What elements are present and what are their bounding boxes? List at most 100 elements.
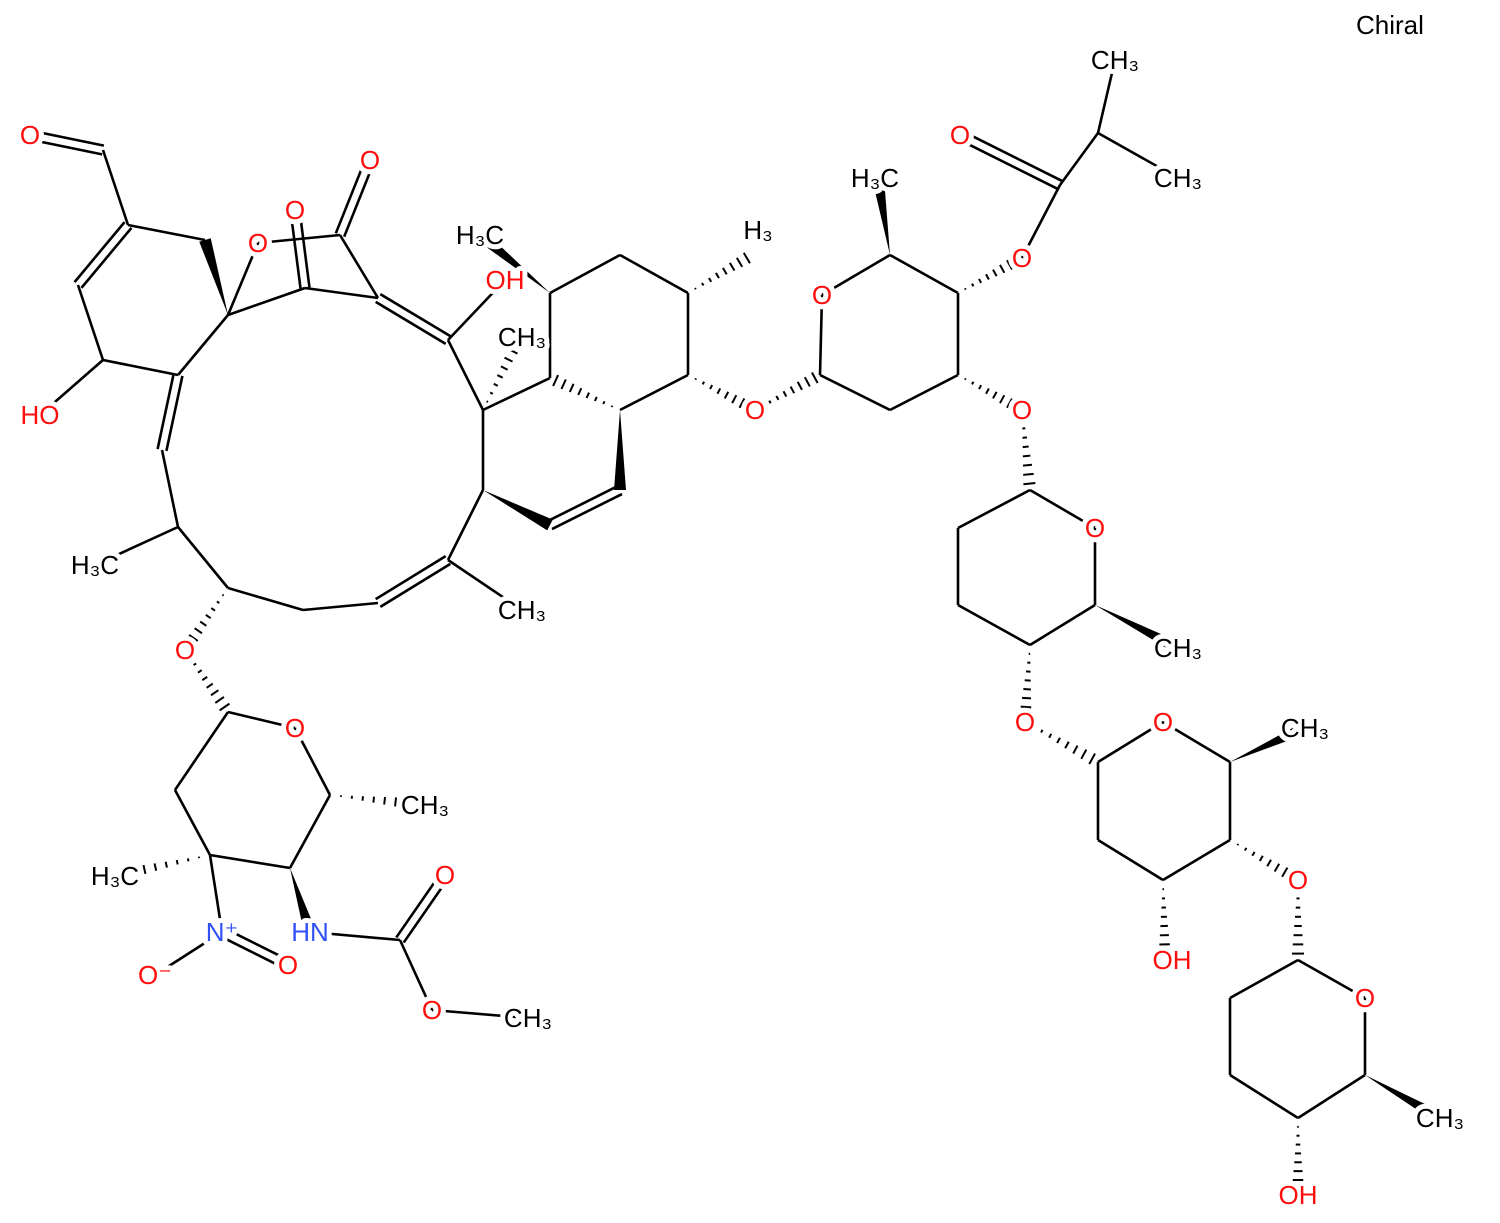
wedge-bond bbox=[1365, 1075, 1443, 1124]
atom-label-oxygen: OH bbox=[1153, 945, 1192, 975]
hashed-bond bbox=[1236, 843, 1297, 883]
single-bond bbox=[431, 1008, 529, 1020]
single-bond bbox=[227, 286, 306, 317]
single-bond bbox=[94, 525, 179, 567]
double-bond bbox=[289, 209, 311, 289]
single-bond bbox=[446, 339, 485, 411]
single-bond bbox=[446, 489, 485, 561]
atom-label-oxygen: O bbox=[285, 713, 305, 743]
single-bond bbox=[102, 358, 179, 377]
single-bond bbox=[209, 853, 291, 870]
wedge-bond bbox=[476, 230, 550, 293]
hashed-bond bbox=[694, 252, 751, 290]
single-bond bbox=[818, 294, 824, 376]
hashed-bond bbox=[182, 593, 225, 650]
hashed-bond bbox=[552, 374, 614, 408]
double-bond bbox=[957, 129, 1063, 191]
single-bond bbox=[208, 854, 224, 933]
double-bond bbox=[156, 373, 184, 452]
single-bond bbox=[257, 233, 341, 245]
single-bond bbox=[1229, 1073, 1299, 1120]
atom-label-carbon: H₃C bbox=[456, 220, 504, 250]
single-bond bbox=[1097, 720, 1164, 764]
single-bond bbox=[1029, 488, 1096, 530]
single-bond bbox=[1029, 603, 1096, 647]
atom-label-oxygen: O bbox=[950, 120, 970, 150]
single-bond bbox=[176, 526, 230, 589]
atom-label-oxygen: O bbox=[422, 995, 442, 1025]
single-bond bbox=[1162, 838, 1231, 882]
atom-label-oxygen: O bbox=[1012, 395, 1032, 425]
atom-label-oxygen: O bbox=[175, 635, 195, 665]
single-bond bbox=[177, 314, 229, 376]
single-bond bbox=[1096, 59, 1117, 134]
wedge-bond bbox=[872, 177, 890, 255]
atom-label-oxygen: OH bbox=[1279, 1180, 1318, 1210]
hashed-bond bbox=[339, 795, 420, 811]
single-bond bbox=[338, 234, 380, 299]
chiral-label: Chiral bbox=[1356, 10, 1424, 40]
single-bond bbox=[1297, 1073, 1366, 1120]
hashed-bond bbox=[1292, 1125, 1304, 1190]
hashed-bond bbox=[761, 372, 819, 408]
double-bond bbox=[374, 555, 452, 608]
single-bond bbox=[889, 253, 959, 295]
single-bond bbox=[619, 373, 689, 412]
bonds-group bbox=[28, 59, 1443, 1190]
hashed-bond bbox=[964, 377, 1021, 413]
atom-label-carbon: H₃C bbox=[71, 550, 119, 580]
double-bond bbox=[28, 129, 105, 156]
hashed-bond bbox=[964, 255, 1021, 291]
atom-label-oxygen: OH bbox=[486, 265, 525, 295]
single-bond bbox=[447, 558, 523, 612]
atom-label-carbon: CH₃ bbox=[1091, 45, 1139, 75]
single-bond bbox=[549, 253, 621, 295]
atom-label-oxygen: O bbox=[1288, 865, 1308, 895]
single-bond bbox=[173, 789, 212, 856]
atom-label-oxygen: O bbox=[435, 860, 455, 890]
wedge-bond bbox=[199, 238, 228, 315]
double-bond bbox=[334, 157, 376, 238]
single-bond bbox=[1297, 958, 1366, 1000]
single-bond bbox=[1020, 184, 1062, 259]
single-bond bbox=[160, 449, 180, 528]
atom-label-carbon: CH₃ bbox=[498, 322, 546, 352]
single-bond bbox=[1058, 132, 1100, 186]
atom-label-oxygen: O bbox=[1355, 983, 1375, 1013]
single-bond bbox=[1162, 720, 1231, 764]
atom-label-carbon: H₃C bbox=[851, 163, 899, 193]
hashed-bond bbox=[1022, 418, 1036, 486]
single-bond bbox=[173, 711, 230, 791]
atom-label-nitrogen: HN bbox=[291, 917, 329, 947]
single-bond bbox=[226, 242, 260, 316]
single-bond bbox=[227, 710, 296, 730]
single-bond bbox=[101, 149, 130, 226]
single-bond bbox=[398, 939, 434, 1011]
hashed-bond bbox=[486, 339, 523, 403]
single-bond bbox=[154, 930, 223, 977]
single-bond bbox=[309, 930, 401, 942]
atom-label-carbon: CH₃ bbox=[1154, 633, 1202, 663]
hashed-bond bbox=[120, 856, 201, 881]
double-bond bbox=[219, 926, 291, 971]
single-bond bbox=[889, 373, 959, 412]
atom-label-oxygen: O bbox=[812, 280, 832, 310]
single-bond bbox=[39, 359, 104, 416]
single-bond bbox=[1097, 131, 1179, 180]
double-bond bbox=[395, 871, 450, 944]
single-bond bbox=[127, 223, 206, 242]
atom-label-oxygen: O bbox=[1085, 513, 1105, 543]
single-bond bbox=[821, 253, 891, 297]
wedge-bond bbox=[290, 868, 316, 934]
single-bond bbox=[1229, 958, 1299, 1000]
single-bond bbox=[619, 253, 689, 295]
hashed-bond bbox=[1158, 888, 1171, 955]
atom-label-carbon: CH₃ bbox=[1281, 713, 1329, 743]
atom-label-oxygen: O bbox=[1012, 243, 1032, 273]
single-bond bbox=[447, 279, 506, 341]
atom-label-carbon: CH₃ bbox=[498, 595, 546, 625]
atom-label-carbon: CH₃ bbox=[1154, 163, 1202, 193]
single-bond bbox=[1097, 838, 1164, 882]
